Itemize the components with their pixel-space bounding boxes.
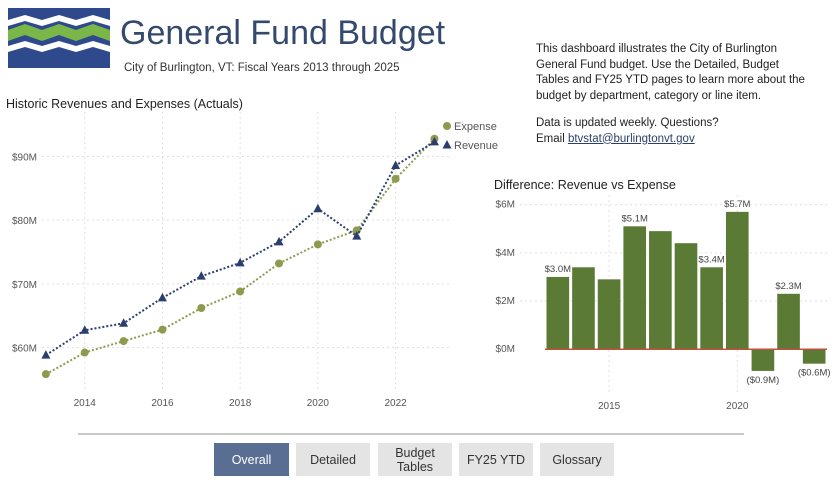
logo-wave-bottom — [8, 41, 110, 52]
bar-data-label: $5.1M — [622, 213, 648, 224]
nav-tab-budget-tables[interactable]: Budget Tables — [378, 443, 452, 476]
difference-bar — [649, 231, 672, 350]
nav-tab-detailed[interactable]: Detailed — [296, 443, 370, 476]
line-chart-xtick: 2016 — [151, 398, 174, 409]
difference-bar — [777, 293, 800, 350]
revenue-point — [429, 136, 439, 146]
logo-wave-top — [8, 15, 110, 26]
contact-paragraph: Data is updated weekly. Questions? Email… — [536, 116, 806, 147]
revenue-point — [80, 325, 90, 334]
bar-chart-title: Difference: Revenue vs Expense — [494, 178, 676, 192]
bar-chart-ytick: $4M — [496, 248, 515, 259]
page-title: General Fund Budget — [120, 14, 446, 52]
line-chart-xtick: 2022 — [384, 398, 407, 409]
expense-point — [197, 304, 206, 312]
city-logo — [8, 8, 110, 68]
bar-data-label: ($0.6M) — [798, 368, 831, 379]
legend-expense-marker — [443, 122, 451, 130]
nav-divider — [78, 433, 744, 435]
nav-tab-glossary[interactable]: Glossary — [540, 443, 614, 476]
logo-wave-green — [8, 24, 110, 41]
line-chart-title: Historic Revenues and Expenses (Actuals) — [6, 97, 243, 111]
bar-data-label: $3.0M — [545, 264, 571, 275]
difference-bar — [700, 267, 723, 350]
difference-bar — [802, 349, 826, 364]
revenue-point — [196, 271, 206, 280]
difference-bar — [751, 349, 775, 371]
email-label: Email — [536, 132, 568, 145]
revenue-point — [313, 203, 323, 213]
revenue-point — [274, 236, 284, 246]
intro-paragraph: This dashboard illustrates the City of B… — [536, 43, 805, 102]
revenue-point — [352, 231, 362, 240]
email-link[interactable]: btvstat@burlingtonvt.gov — [567, 132, 695, 145]
bar-chart-xtick: 2015 — [598, 401, 621, 412]
revenue-point — [41, 350, 51, 359]
bar-chart-ytick: $6M — [496, 200, 515, 211]
difference-bar — [725, 211, 749, 350]
line-chart-ytick: $90M — [12, 153, 37, 164]
difference-bar — [623, 226, 647, 350]
difference-bar — [572, 267, 595, 350]
difference-bar — [597, 279, 621, 350]
difference-bar — [546, 276, 570, 350]
revenue-point — [157, 292, 167, 302]
line-chart-xtick: 2020 — [307, 398, 330, 409]
bar-chart: $0M $2M $4M $6M 2015 2020 $3.0M $5.1M $3.4M $5.7M… — [496, 195, 831, 412]
legend-revenue-label: Revenue — [454, 140, 498, 152]
legend-revenue-marker — [442, 140, 452, 149]
expense-point — [41, 370, 50, 379]
revenue-point — [391, 160, 401, 169]
line-chart: 2014 2016 2018 2020 2022 $60M $70M $80M $90M Expe… — [12, 112, 498, 409]
revenue-point — [235, 257, 245, 267]
line-chart-xtick: 2014 — [74, 398, 97, 409]
line-chart-ytick: $80M — [12, 216, 37, 227]
bar-chart-ytick: $0M — [496, 344, 515, 355]
expense-point — [275, 259, 284, 268]
bar-data-label: ($0.9M) — [747, 375, 780, 386]
line-chart-xtick: 2018 — [229, 398, 252, 409]
nav-tab-fy25-ytd[interactable]: FY25 YTD — [459, 443, 533, 476]
expense-point — [80, 348, 89, 357]
intro-text: This dashboard illustrates the City of B… — [536, 42, 806, 159]
line-chart-ytick: $60M — [12, 343, 37, 354]
expense-point — [313, 240, 322, 249]
nav-tab-overall[interactable]: Overall — [214, 443, 289, 476]
bar-data-label: $2.3M — [775, 281, 801, 292]
page-subtitle: City of Burlington, VT: Fiscal Years 201… — [124, 62, 400, 74]
line-chart-ytick: $70M — [12, 280, 37, 291]
contact-prefix: Data is updated weekly. Questions? — [536, 117, 719, 129]
bar-data-label: $5.7M — [724, 199, 750, 210]
expense-point — [391, 174, 400, 183]
legend-expense-label: Expense — [454, 121, 497, 133]
expense-point — [158, 325, 167, 334]
difference-bar — [674, 243, 698, 350]
expense-point — [119, 337, 128, 346]
bar-chart-ytick: $2M — [496, 296, 515, 307]
revenue-point — [119, 318, 129, 327]
expense-point — [236, 287, 245, 296]
bar-chart-xtick: 2020 — [726, 401, 749, 412]
bar-data-label: $3.4M — [698, 254, 724, 265]
